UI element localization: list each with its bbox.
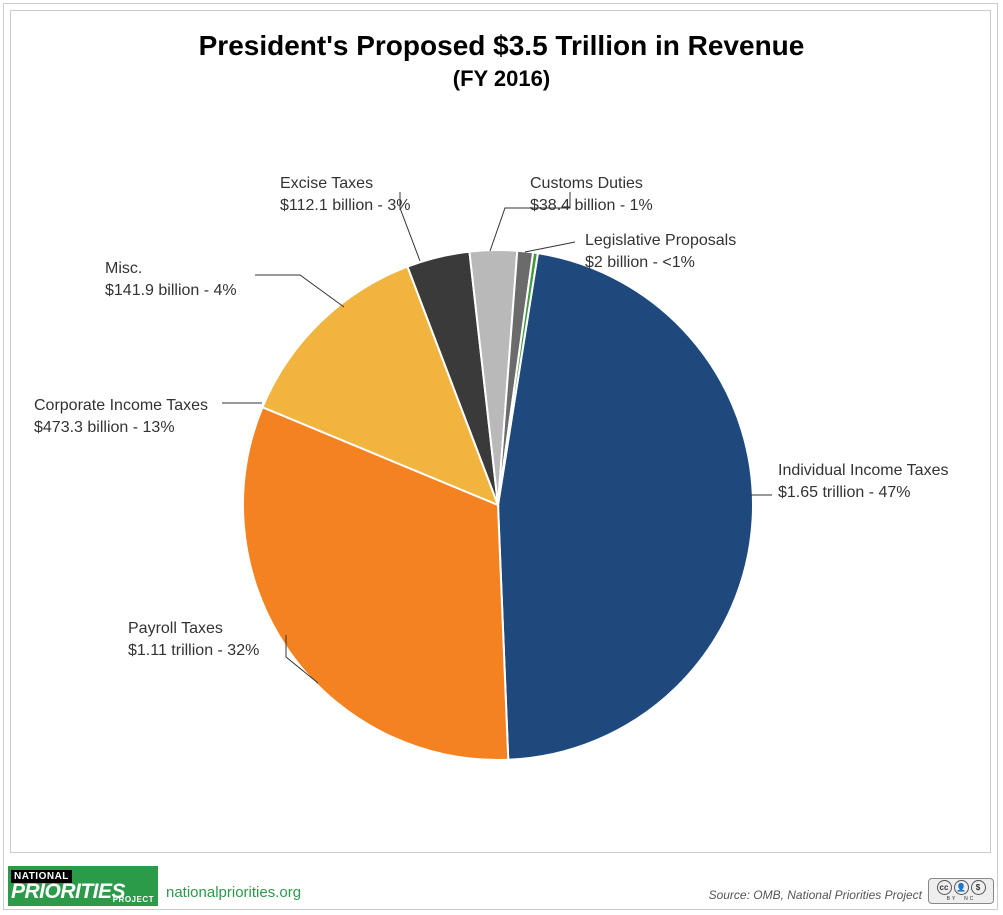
label-name: Excise Taxes	[280, 173, 410, 195]
footer-source: Source: OMB, National Priorities Project	[709, 888, 922, 902]
pie-chart	[0, 0, 1003, 915]
label-name: Misc.	[105, 258, 237, 280]
label-excise: Excise Taxes$112.1 billion - 3%	[280, 173, 410, 216]
label-name: Individual Income Taxes	[778, 460, 948, 482]
logo-project-text: PROJECT	[113, 895, 154, 904]
label-value: $473.3 billion - 13%	[34, 417, 208, 439]
label-value: $2 billion - <1%	[585, 252, 736, 274]
cc-sub: BY NC	[947, 896, 976, 902]
by-icon: 👤	[954, 880, 969, 895]
label-value: $1.65 trillion - 47%	[778, 482, 948, 504]
cc-icon: cc	[937, 880, 952, 895]
logo-priorities-text: PRIORITIES	[11, 880, 125, 904]
label-name: Customs Duties	[530, 173, 653, 195]
nc-icon: $	[971, 880, 986, 895]
label-corporate: Corporate Income Taxes$473.3 billion - 1…	[34, 395, 208, 438]
label-misc: Misc.$141.9 billion - 4%	[105, 258, 237, 301]
footer: NATIONAL PRIORITIES PROJECT nationalprio…	[8, 862, 994, 910]
label-value: $141.9 billion - 4%	[105, 280, 237, 302]
slice-individual	[498, 253, 753, 760]
label-value: $112.1 billion - 3%	[280, 195, 410, 217]
leader-legislative	[525, 242, 575, 252]
label-customs: Customs Duties$38.4 billion - 1%	[530, 173, 653, 216]
label-legislative: Legislative Proposals$2 billion - <1%	[585, 230, 736, 273]
label-name: Payroll Taxes	[128, 618, 259, 640]
cc-license-icon: cc 👤 $ BY NC	[928, 878, 994, 904]
logo: NATIONAL PRIORITIES PROJECT	[8, 866, 158, 906]
label-individual: Individual Income Taxes$1.65 trillion - …	[778, 460, 948, 503]
label-value: $38.4 billion - 1%	[530, 195, 653, 217]
label-name: Legislative Proposals	[585, 230, 736, 252]
label-name: Corporate Income Taxes	[34, 395, 208, 417]
label-value: $1.11 trillion - 32%	[128, 640, 259, 662]
leader-misc	[255, 275, 344, 307]
label-payroll: Payroll Taxes$1.11 trillion - 32%	[128, 618, 259, 661]
footer-url: nationalpriorities.org	[166, 884, 301, 901]
